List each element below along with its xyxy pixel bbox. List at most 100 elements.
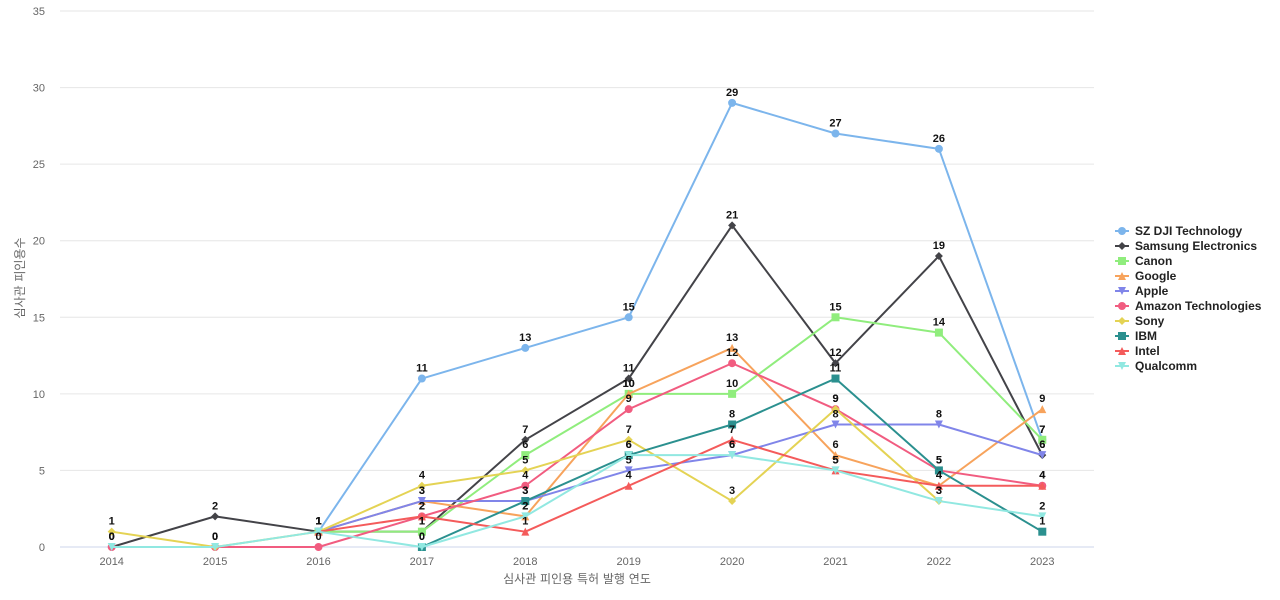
data-point [521,343,530,352]
data-point [314,527,323,536]
x-tick-label: 2021 [823,556,847,568]
legend-symbol [1118,242,1126,250]
legend-item[interactable]: Amazon Technologies [1115,299,1262,313]
y-tick-label: 30 [33,83,45,95]
data-label: 3 [936,485,942,497]
grid-lines [60,10,1094,548]
data-point [831,466,840,475]
data-label: 5 [936,454,942,466]
legend-item[interactable]: Canon [1115,254,1172,268]
data-label: 7 [729,424,735,436]
data-point [831,451,840,460]
series-line [111,224,1044,548]
data-label: 0 [419,531,425,543]
data-label: 3 [522,485,528,497]
series-8 [314,435,1047,536]
legend-symbol [1118,302,1126,310]
data-point [934,252,943,261]
x-tick-label: 2018 [513,556,537,568]
data-label: 2 [419,500,425,512]
data-label: 1 [315,516,321,528]
data-point [831,313,840,322]
legend-item[interactable]: Google [1115,269,1177,283]
data-point [831,359,840,368]
data-point [521,481,530,490]
data-point [831,420,840,429]
data-point [624,451,633,460]
data-label: 5 [832,454,838,466]
data-point [624,466,633,475]
data-label: 4 [1039,470,1046,482]
data-label: 6 [626,439,632,451]
legend-item[interactable]: Intel [1115,344,1160,358]
data-point [1038,405,1047,414]
y-tick-label: 20 [33,236,45,248]
legend-label: IBM [1135,329,1157,343]
data-point [934,144,943,153]
data-label: 9 [1039,393,1045,405]
data-label: 4 [626,470,633,482]
legend-item[interactable]: Qualcomm [1115,359,1197,373]
data-label: 19 [933,240,945,252]
data-point [624,374,633,383]
data-point [728,98,737,107]
legend-label: Canon [1135,254,1172,268]
x-tick-label: 2019 [616,556,640,568]
data-label: 3 [419,485,425,497]
data-label: 12 [829,347,841,359]
y-tick-label: 5 [39,465,45,477]
series-line [111,454,1043,548]
data-label: 1 [522,516,528,528]
data-label: 9 [832,393,838,405]
data-point [728,343,737,352]
data-label: 4 [522,470,529,482]
data-point [831,374,840,383]
data-label: 0 [212,531,218,543]
legend-item[interactable]: Sony [1115,314,1165,328]
data-label: 6 [729,439,735,451]
data-point [831,129,840,138]
data-label: 10 [726,378,738,390]
legend-item[interactable]: SZ DJI Technology [1115,224,1242,238]
y-tick-label: 35 [33,6,45,18]
data-point [934,481,943,490]
data-point [521,512,530,521]
data-point [624,405,633,414]
x-tick-label: 2023 [1030,556,1054,568]
data-point [521,497,530,506]
data-point [934,420,943,429]
data-label: 21 [726,209,738,221]
data-point [521,527,530,536]
series-1 [107,221,1047,551]
legend-symbol [1118,347,1126,355]
data-label: 4 [419,470,426,482]
data-label: 6 [832,439,838,451]
data-point [211,543,220,551]
data-label: 7 [522,424,528,436]
data-point [1038,451,1047,460]
series-9 [107,451,1047,551]
data-label: 5 [936,454,942,466]
data-label: 0 [109,531,115,543]
data-label: 8 [936,408,942,420]
data-label: 4 [1039,470,1046,482]
data-label: 6 [1039,439,1045,451]
data-label: 7 [1039,424,1045,436]
data-point [314,543,323,551]
data-point [1038,527,1047,536]
data-point [417,527,426,536]
data-label: 7 [626,424,632,436]
data-label: 29 [726,87,738,99]
data-label: 0 [315,531,321,543]
data-label: 0 [419,531,425,543]
data-label: 12 [726,347,738,359]
legend-symbol [1118,332,1126,340]
legend-item[interactable]: IBM [1115,329,1157,343]
data-point [728,451,737,460]
data-label: 1 [315,516,321,528]
legend-item[interactable]: Apple [1115,284,1169,298]
data-label: 0 [212,531,218,543]
data-point [417,512,426,521]
legend-item[interactable]: Samsung Electronics [1115,239,1257,253]
